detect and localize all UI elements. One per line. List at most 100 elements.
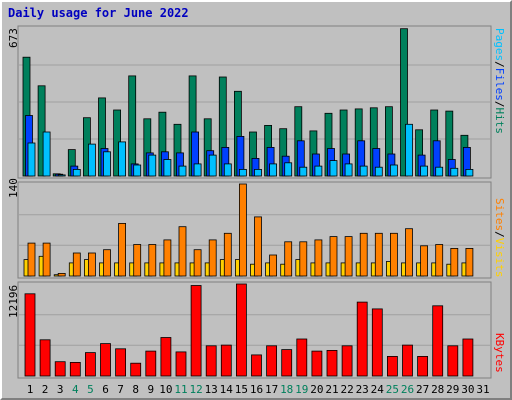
sites-bar-13 — [208, 239, 217, 277]
kbytes-bar-18 — [281, 349, 293, 377]
day-label-15: 15 — [235, 383, 248, 396]
sites-bar-12 — [193, 249, 202, 277]
pages-bar-6 — [103, 151, 111, 177]
sites-bar-27 — [420, 245, 429, 277]
kbytes-bar-30 — [462, 338, 474, 377]
kbytes-bar-4 — [69, 361, 81, 377]
pages-bar-26 — [405, 123, 413, 177]
pages-bar-19 — [299, 166, 308, 177]
pages-bar-18 — [284, 162, 293, 177]
hits-bar-2 — [37, 85, 46, 177]
sites-bar-14 — [223, 232, 232, 277]
day-label-31: 31 — [476, 383, 489, 396]
kbytes-bar-2 — [39, 339, 51, 377]
sites-bar-1 — [27, 242, 36, 277]
kbytes-bar-10 — [160, 337, 172, 377]
day-label-8: 8 — [132, 383, 139, 396]
day-label-25: 25 — [386, 383, 399, 396]
sites-bar-24 — [374, 232, 383, 277]
sites-bar-10 — [163, 239, 172, 277]
legend-pages: Pages — [493, 28, 506, 61]
day-label-30: 30 — [461, 383, 474, 396]
day-label-18: 18 — [280, 383, 293, 396]
pages-bar-23 — [359, 165, 368, 177]
legend-files: Files — [493, 68, 506, 101]
day-label-22: 22 — [340, 383, 353, 396]
sites-bar-5 — [88, 252, 96, 277]
pages-bar-15 — [238, 168, 247, 177]
kbytes-bar-22 — [341, 345, 353, 377]
kbytes-bar-21 — [326, 349, 338, 377]
sites-bar-19 — [299, 241, 308, 277]
sites-bar-23 — [359, 232, 368, 277]
pages-bar-29 — [450, 167, 459, 177]
pages-bar-12 — [193, 163, 202, 177]
sites-bar-29 — [450, 247, 459, 277]
legend-hits-files-pages: Pages/Files/Hits — [493, 28, 506, 134]
kbytes-bar-7 — [115, 348, 126, 377]
sites-bar-17 — [269, 254, 278, 277]
pages-bar-17 — [269, 163, 278, 177]
legend-slash-3: / — [493, 231, 506, 238]
day-label-26: 26 — [401, 383, 414, 396]
pages-bar-30 — [465, 168, 474, 177]
hits-ymax-label: 673 — [7, 28, 20, 48]
sites-bar-30 — [465, 247, 474, 277]
pages-bar-4 — [72, 168, 81, 177]
pages-bar-27 — [420, 165, 429, 177]
kbytes-bar-15 — [235, 283, 247, 377]
page-title: Daily usage for June 2022 — [8, 6, 189, 20]
kbytes-ymax-label: 12196 — [7, 285, 20, 318]
day-label-21: 21 — [325, 383, 338, 396]
pages-bar-13 — [208, 154, 217, 177]
day-label-3: 3 — [57, 383, 64, 396]
day-label-4: 4 — [72, 383, 79, 396]
day-label-12: 12 — [189, 383, 202, 396]
pages-bar-1 — [27, 142, 36, 177]
sites-bar-6 — [103, 249, 111, 277]
sites-ymax-label: 140 — [7, 178, 20, 198]
kbytes-bar-26 — [402, 344, 413, 377]
kbytes-bar-13 — [205, 345, 217, 377]
pages-bar-14 — [223, 163, 232, 177]
day-label-1: 1 — [27, 383, 34, 396]
day-labels: 1 2 3 4 5 6 7 8 9 10 11 12 13 14 15 16 17 18 19 20 21 22 23 24 2… — [27, 383, 490, 396]
sites-bar-18 — [284, 241, 293, 277]
pages-bar-25 — [389, 164, 398, 177]
day-label-23: 23 — [356, 383, 369, 396]
kbytes-bar-8 — [130, 362, 142, 377]
kbytes-bar-23 — [356, 301, 368, 377]
sites-bar-7 — [118, 222, 126, 277]
pages-bar-3 — [57, 174, 66, 177]
day-label-17: 17 — [265, 383, 278, 396]
day-label-6: 6 — [102, 383, 109, 396]
sites-bar-2 — [42, 242, 51, 277]
kbytes-bar-11 — [175, 351, 187, 377]
day-label-2: 2 — [42, 383, 49, 396]
day-label-10: 10 — [159, 383, 172, 396]
day-label-24: 24 — [371, 383, 385, 396]
pages-bar-20 — [314, 165, 323, 177]
sites-bar-20 — [314, 239, 323, 277]
legend-hits: Hits — [493, 108, 506, 135]
sites-bar-25 — [389, 232, 398, 277]
kbytes-bar-19 — [296, 338, 308, 377]
day-label-5: 5 — [87, 383, 94, 396]
sites-bar-22 — [344, 236, 353, 277]
legend-sites: Sites — [493, 198, 506, 231]
legend-slash-2: / — [493, 101, 506, 108]
kbytes-bar-17 — [266, 345, 278, 377]
day-label-9: 9 — [147, 383, 154, 396]
pages-bar-11 — [178, 165, 187, 177]
kbytes-bar-16 — [251, 354, 262, 377]
pages-bar-2 — [42, 131, 51, 177]
legend-kbytes: KBytes — [493, 333, 506, 373]
day-label-19: 19 — [295, 383, 308, 396]
kbytes-bar-5 — [85, 352, 96, 377]
pages-bar-24 — [374, 166, 383, 177]
day-label-14: 14 — [220, 383, 234, 396]
pages-bar-10 — [163, 159, 172, 177]
sites-bar-8 — [133, 244, 142, 277]
sites-bar-21 — [329, 236, 338, 277]
